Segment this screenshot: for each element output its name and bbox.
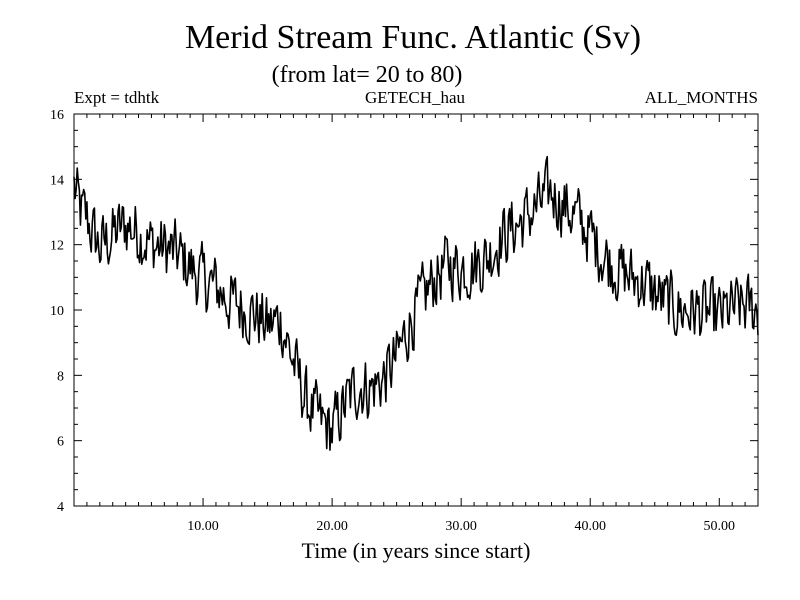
y-tick-label: 4 bbox=[57, 500, 64, 515]
x-tick-label: 50.00 bbox=[704, 519, 736, 534]
x-tick-label: 30.00 bbox=[445, 519, 477, 534]
x-tick-labels: 10.00 20.00 30.00 40.00 50.00 bbox=[187, 519, 735, 534]
chart-title: Merid Stream Func. Atlantic (Sv) bbox=[185, 19, 641, 56]
y-tick-label: 12 bbox=[50, 239, 64, 254]
y-tick-label: 14 bbox=[50, 173, 64, 188]
chart-subtitle: (from lat= 20 to 80) bbox=[272, 62, 463, 88]
y-tick-label: 16 bbox=[50, 108, 64, 123]
header-experiment: Expt = tdhtk bbox=[74, 88, 160, 107]
series-line bbox=[73, 155, 759, 451]
x-tick-label: 20.00 bbox=[316, 519, 348, 534]
x-tick-label: 40.00 bbox=[574, 519, 606, 534]
x-tick-label: 10.00 bbox=[187, 519, 219, 534]
header-dataset: GETECH_hau bbox=[365, 88, 466, 107]
y-tick-label: 6 bbox=[57, 435, 64, 450]
axis-ticks bbox=[74, 113, 759, 507]
header-months: ALL_MONTHS bbox=[645, 88, 758, 107]
y-tick-label: 10 bbox=[50, 304, 64, 319]
x-axis-label: Time (in years since start) bbox=[302, 538, 531, 563]
y-tick-label: 8 bbox=[57, 369, 64, 384]
y-tick-labels: 4 6 8 10 12 14 16 bbox=[50, 108, 64, 515]
